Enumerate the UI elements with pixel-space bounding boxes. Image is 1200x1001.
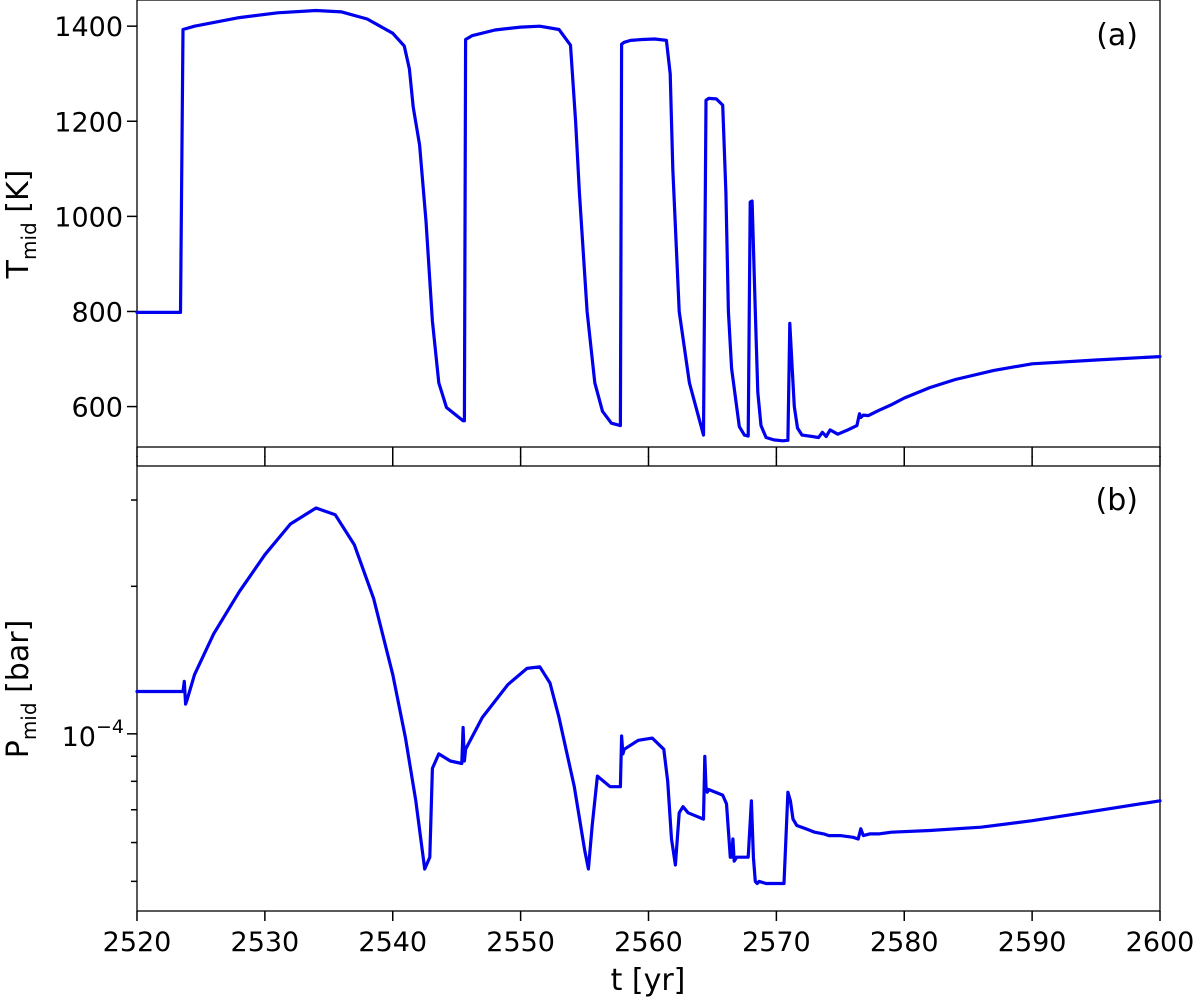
pressure-y-label-sub: mid xyxy=(17,702,41,740)
pressure-plot-frame xyxy=(136,465,1161,912)
pressure-y-tick-label: 10−4 xyxy=(62,716,124,753)
temperature-y-tick-label: 1200 xyxy=(54,107,123,138)
temperature-y-label-main: T xyxy=(1,259,36,279)
temperature-y-tick-label: 800 xyxy=(71,297,123,328)
pressure-series-line xyxy=(135,506,1162,886)
pressure-y-tick-base: 10 xyxy=(62,722,96,753)
x-tick-label: 2600 xyxy=(1126,927,1195,958)
pressure-y-label-unit: [bar] xyxy=(1,620,36,703)
pressure-y-tick-exponent: −4 xyxy=(96,716,124,738)
x-tick-label: 2560 xyxy=(614,927,683,958)
temperature-panel: 600 800 1000 1200 1400 (a) Tmid [K] xyxy=(1,0,1162,457)
temperature-y-tick-label: 1400 xyxy=(54,12,123,43)
temperature-y-label-unit: [K] xyxy=(1,170,36,223)
temperature-y-tick-label: 600 xyxy=(71,393,123,424)
pressure-y-label-main: P xyxy=(1,740,36,758)
x-tick-label: 2570 xyxy=(742,927,811,958)
pressure-y-axis-label: Pmid [bar] xyxy=(1,620,41,759)
temperature-y-tick-label: 1000 xyxy=(54,202,123,233)
temperature-y-axis-label: Tmid [K] xyxy=(1,170,41,280)
temperature-panel-label: (a) xyxy=(1096,18,1138,53)
x-tick-label: 2540 xyxy=(358,927,427,958)
x-axis-label: t [yr] xyxy=(611,963,686,998)
x-tick-label: 2530 xyxy=(231,927,300,958)
x-tick-label: 2590 xyxy=(998,927,1067,958)
pressure-panel: 2520 2530 2540 2550 2560 2570 2580 2590 2600 (b)… xyxy=(1,456,1194,998)
temperature-y-label-sub: mid xyxy=(17,222,41,260)
x-tick-label: 2550 xyxy=(486,927,555,958)
pressure-panel-label: (b) xyxy=(1096,483,1138,518)
temperature-series-line xyxy=(135,8,1162,443)
x-tick-label: 2520 xyxy=(103,927,172,958)
temperature-plot-frame xyxy=(136,0,1161,448)
x-tick-label: 2580 xyxy=(870,927,939,958)
